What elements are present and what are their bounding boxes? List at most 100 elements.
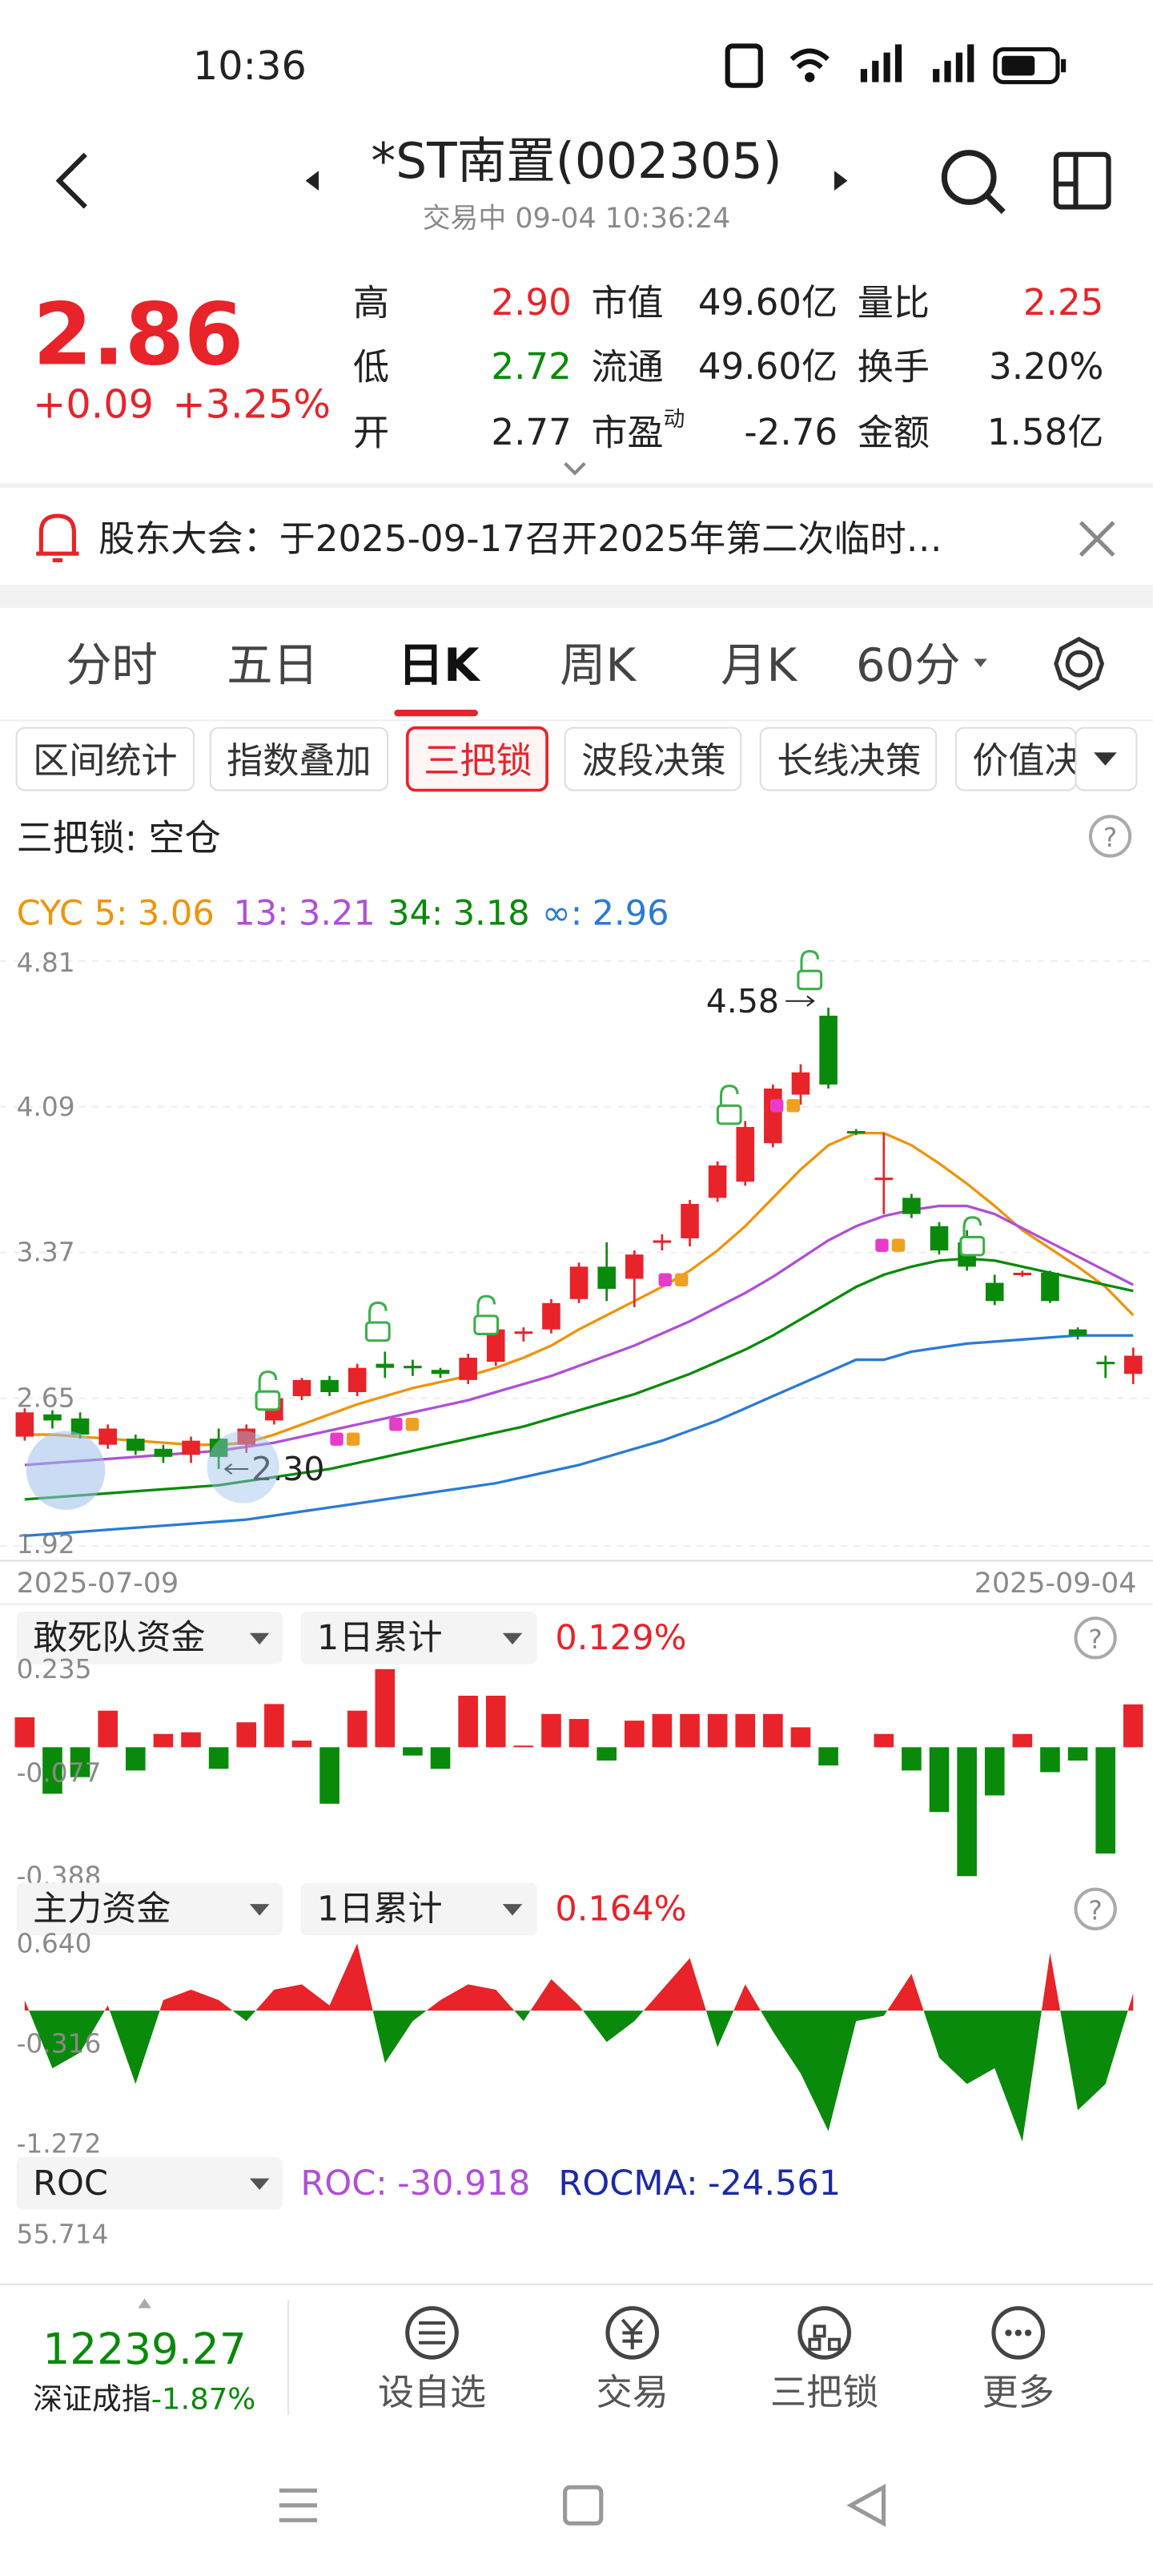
fund-bar (208, 1747, 229, 1769)
fund-bar (568, 1719, 589, 1748)
notice-text[interactable]: 股东大会：于2025-09-17召开2025年第二次临时… (98, 517, 942, 560)
help-button[interactable]: ? (1088, 815, 1132, 858)
roc-legend: ROC: -30.918 (300, 2163, 530, 2204)
stat-value: 2.72 (491, 345, 571, 388)
nav-icon[interactable] (605, 2306, 660, 2360)
search-button[interactable] (941, 150, 1006, 215)
candle-body (764, 1089, 782, 1144)
period-tab[interactable]: 60分 (856, 638, 960, 692)
settings-button[interactable] (1054, 636, 1105, 691)
indicator-select[interactable] (16, 2156, 283, 2210)
fund-bar (680, 1713, 700, 1748)
fund-bar (291, 1741, 312, 1748)
active-tab-underline (394, 710, 478, 717)
stat-label: 开 (353, 411, 389, 453)
ma-line (24, 1257, 1134, 1501)
open-lock-icon (719, 1085, 739, 1108)
indicator-name: 主力资金 (33, 1889, 171, 1929)
fund-bar (458, 1696, 478, 1748)
period-select[interactable] (300, 1612, 537, 1664)
index-value[interactable]: 12239.27 (42, 2324, 246, 2374)
indicator-chip[interactable] (15, 727, 195, 791)
help-button[interactable] (1074, 1616, 1117, 1660)
ma-line (24, 1204, 1135, 1467)
period-tab[interactable]: 五日 (227, 638, 319, 692)
fund-bar (375, 1668, 396, 1748)
max-price-arrow (785, 995, 815, 1007)
scroll-handle[interactable] (26, 1431, 106, 1510)
bottom-bar (0, 2283, 1153, 2576)
period-tab[interactable]: 分时 (66, 638, 158, 692)
period-dropdown[interactable] (974, 658, 987, 667)
nav-label[interactable]: 更多 (982, 2371, 1055, 2413)
stat-label-text: 低 (353, 345, 389, 388)
legend-name: ∞: (542, 893, 582, 933)
legend-value: 2.96 (593, 893, 669, 933)
indicator-chip[interactable] (759, 727, 938, 791)
stat-label-text: 市值 (591, 281, 663, 324)
last-price: 2.86 (33, 285, 243, 384)
back-button[interactable] (55, 152, 87, 209)
nav-icon[interactable] (405, 2306, 459, 2360)
nav-label[interactable]: 设自选 (378, 2371, 486, 2413)
legend-value: 3.06 (138, 893, 215, 933)
indicator-chip-label: 长线决策 (777, 739, 921, 782)
candle-body (486, 1329, 505, 1362)
help-button[interactable] (1074, 1887, 1117, 1930)
divider (287, 2300, 290, 2415)
stat-label: 量比 (858, 281, 930, 324)
close-notice[interactable] (1079, 521, 1115, 557)
fund-bar (707, 1713, 728, 1748)
period-tab[interactable]: 周K (560, 638, 637, 692)
fund-bar (70, 1747, 90, 1777)
indicator-select[interactable] (16, 1612, 283, 1664)
expand-chevron[interactable] (564, 461, 586, 476)
share-button[interactable] (1053, 151, 1111, 210)
candle-body (791, 1072, 810, 1095)
stat-label: 高 (353, 281, 389, 324)
roc-legend-value: -30.918 (397, 2163, 530, 2204)
price-change-pct: +3.25% (172, 381, 331, 428)
closed-lock-icon (675, 1273, 689, 1286)
nav-label[interactable]: 三把锁 (770, 2371, 878, 2413)
fund-bar (1012, 1733, 1033, 1748)
fund-area (24, 2010, 1134, 2142)
roc-legend-value: -24.561 (708, 2163, 841, 2204)
indicator-chip[interactable] (405, 726, 548, 792)
index-expand[interactable] (138, 2298, 151, 2308)
nav-glyph (1005, 2329, 1012, 2337)
max-price-label: 4.58 (706, 982, 779, 1020)
candle-body (1013, 1272, 1032, 1276)
fund-bar (1067, 1747, 1088, 1761)
candle-body (292, 1379, 311, 1397)
indicator-chip[interactable] (564, 727, 742, 791)
fund-bar (42, 1747, 62, 1794)
y-tick-label: 0.235 (17, 1654, 92, 1684)
candle-body (1068, 1329, 1087, 1336)
next-stock[interactable] (834, 171, 848, 191)
open-lock-icon (364, 1321, 391, 1342)
indicator-chip[interactable] (209, 727, 389, 791)
fund-bar (125, 1747, 146, 1771)
panel-main-fund: 主力资金 1日累计 0.164% ? 0.640 -0.316 -1.272 (16, 1882, 1134, 2159)
stat-value: 2.77 (491, 411, 571, 453)
candle-body (846, 1131, 866, 1134)
period-tab[interactable]: 日K (398, 638, 481, 692)
candle-body (15, 1412, 34, 1437)
scroll-handle[interactable] (207, 1431, 279, 1503)
nav-glyph (419, 2321, 445, 2345)
nav-icon[interactable] (797, 2306, 852, 2360)
indicator-select[interactable] (16, 1882, 283, 1936)
stat-label-text: 开 (353, 411, 389, 453)
fund-bar (763, 1713, 783, 1748)
nav-label[interactable]: 交易 (597, 2371, 669, 2413)
candle-body (569, 1266, 589, 1299)
prev-stock[interactable] (305, 171, 319, 191)
indicator-chips: 区间统计 指数叠加 三把锁 波段决策 长线决策 价值决 (15, 726, 1081, 792)
period-select[interactable] (300, 1882, 537, 1936)
nav-icon[interactable] (991, 2306, 1046, 2360)
period-tab[interactable]: 月K (721, 638, 797, 692)
roc-legend: ROCMA: -24.561 (558, 2163, 841, 2204)
ma-legend: CYC 5: 3.06 13: 3.21 34: 3.18 ∞: 2.96 (17, 893, 669, 933)
